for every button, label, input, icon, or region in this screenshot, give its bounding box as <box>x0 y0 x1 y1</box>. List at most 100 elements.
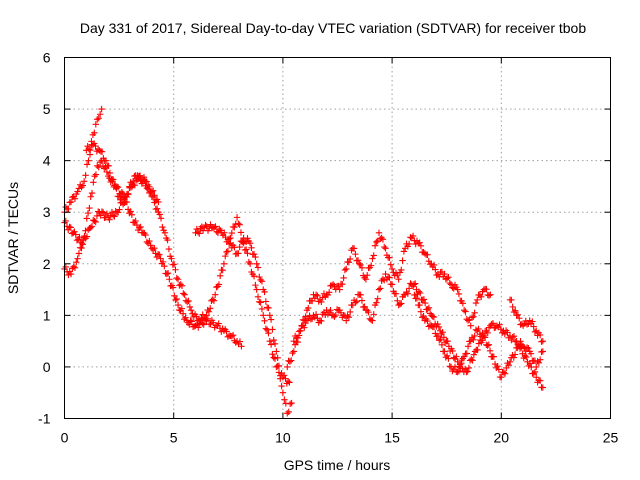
data-point <box>455 290 463 298</box>
axis-ticks: 0 5 10 15 20 25 -1 0 1 2 3 4 5 6 <box>38 50 618 446</box>
data-point <box>194 228 202 236</box>
data-point <box>470 313 477 320</box>
data-point <box>421 299 429 307</box>
data-point <box>510 333 518 340</box>
data-point <box>223 328 230 335</box>
data-point <box>197 318 204 326</box>
data-point <box>346 255 354 263</box>
data-point <box>381 243 388 251</box>
data-point <box>405 285 413 292</box>
data-point <box>70 263 77 270</box>
data-point <box>137 223 144 231</box>
data-point <box>456 361 464 368</box>
data-point <box>539 348 546 355</box>
data-point <box>228 332 235 340</box>
data-point <box>340 274 347 282</box>
data-point <box>312 291 320 298</box>
data-point <box>207 305 214 312</box>
data-point <box>343 317 350 324</box>
data-point <box>478 293 485 300</box>
data-point <box>345 314 353 321</box>
data-point <box>274 354 281 362</box>
x-tick-label: 20 <box>494 430 510 446</box>
data-point <box>539 384 546 391</box>
data-point <box>91 172 98 180</box>
data-point <box>157 255 164 262</box>
data-point <box>441 348 448 355</box>
data-point <box>370 252 377 259</box>
data-point <box>463 368 470 376</box>
data-point <box>85 145 93 153</box>
data-point <box>341 266 349 274</box>
series-track-4 <box>61 172 162 247</box>
data-point <box>416 239 423 246</box>
data-point <box>71 228 78 235</box>
data-point <box>373 299 380 306</box>
data-point <box>193 225 200 233</box>
data-point <box>375 229 383 237</box>
data-point <box>525 344 532 352</box>
data-point <box>343 265 350 273</box>
y-tick-label: -1 <box>38 411 51 427</box>
data-point <box>136 224 143 232</box>
data-point <box>416 289 424 297</box>
data-point <box>286 358 294 365</box>
data-point <box>188 318 195 325</box>
data-point <box>474 296 481 304</box>
data-point <box>260 312 267 319</box>
data-point <box>114 209 122 216</box>
data-point <box>113 185 120 192</box>
data-point <box>318 298 325 306</box>
data-point <box>96 111 104 118</box>
data-point <box>216 272 224 279</box>
y-axis-label: SDTVAR / TECUs <box>5 182 21 294</box>
data-point <box>88 223 96 230</box>
data-point <box>87 146 94 154</box>
data-point <box>523 353 530 361</box>
data-point <box>404 290 412 297</box>
data-point <box>399 257 406 264</box>
data-point <box>489 320 497 327</box>
data-point <box>358 297 366 304</box>
data-point <box>254 264 262 271</box>
data-point <box>269 351 276 358</box>
data-point <box>128 180 136 188</box>
data-point <box>345 259 353 266</box>
data-point <box>92 218 99 226</box>
data-point <box>149 187 157 194</box>
data-point <box>98 208 106 215</box>
y-tick-label: 3 <box>43 204 51 220</box>
data-point <box>471 309 478 316</box>
data-point <box>394 297 401 304</box>
data-point <box>510 308 518 316</box>
data-point <box>166 276 173 283</box>
data-point <box>172 266 179 273</box>
data-point <box>344 312 351 320</box>
data-point <box>356 260 363 267</box>
data-point <box>219 266 226 274</box>
data-point <box>369 255 376 262</box>
data-point <box>409 232 417 240</box>
data-point <box>326 289 333 296</box>
data-point <box>173 274 180 282</box>
data-point <box>523 344 531 351</box>
data-point <box>253 286 260 293</box>
data-point <box>236 243 243 251</box>
data-point <box>483 286 490 293</box>
data-point <box>171 292 178 299</box>
x-tick-label: 5 <box>170 430 178 446</box>
data-point <box>279 389 287 396</box>
data-point <box>72 231 79 238</box>
data-point <box>71 264 79 271</box>
data-point <box>475 325 482 333</box>
data-point <box>228 229 235 237</box>
data-point <box>464 317 472 324</box>
data-point <box>373 238 380 246</box>
data-point <box>307 316 315 323</box>
data-point <box>136 172 143 180</box>
data-point <box>435 323 443 331</box>
data-point <box>248 244 255 252</box>
data-point <box>106 169 114 177</box>
data-point <box>429 313 436 320</box>
data-point <box>169 284 177 291</box>
